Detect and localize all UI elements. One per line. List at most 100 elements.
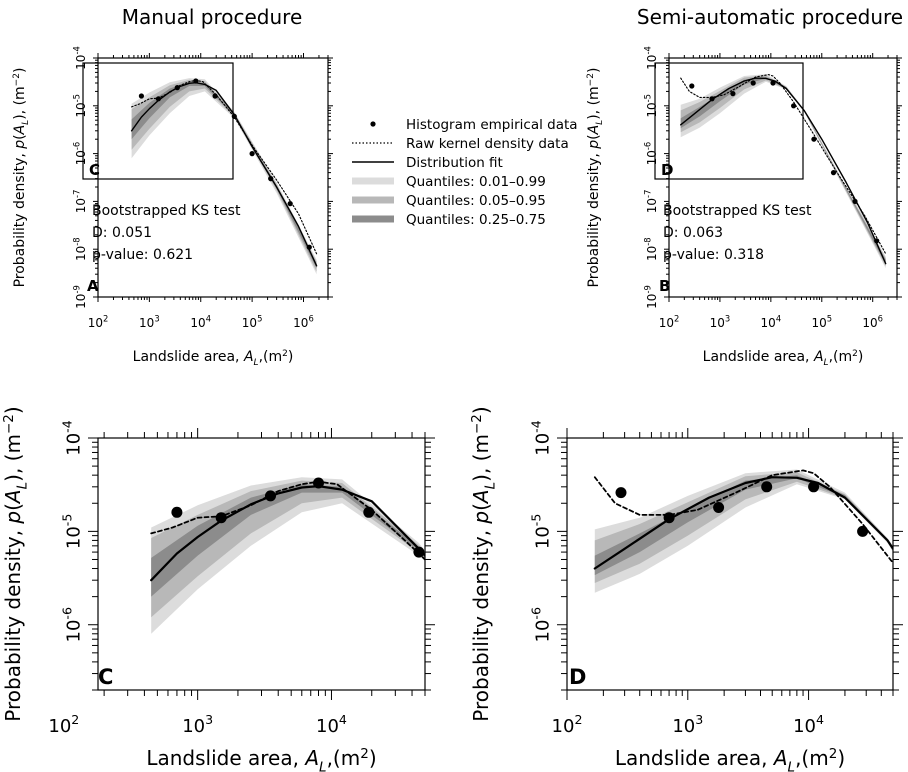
legend-item: Quantiles: 0.25–0.75 bbox=[352, 212, 546, 228]
panel-c: 102 103 104 10-6 10-5 10-4 Landslide area, AL,… bbox=[1, 406, 435, 772]
x-tick-label: 102 bbox=[48, 712, 79, 737]
legend-label: Quantiles: 0.25–0.75 bbox=[406, 212, 546, 228]
title-semi-automatic: Semi-automatic procedure bbox=[637, 5, 903, 29]
y-tick-label: 10-9 bbox=[642, 285, 658, 309]
title-manual: Manual procedure bbox=[122, 5, 303, 29]
y-tick-label: 10-5 bbox=[60, 514, 85, 549]
plot-area bbox=[680, 74, 887, 269]
empirical-point bbox=[313, 477, 324, 489]
zoom-box-label: D bbox=[661, 161, 673, 179]
x-tick-label: 105 bbox=[242, 314, 263, 330]
plot-frame bbox=[566, 437, 894, 691]
empirical-point bbox=[770, 80, 776, 86]
empirical-point bbox=[808, 481, 820, 493]
empirical-point bbox=[857, 525, 869, 537]
empirical-point bbox=[174, 85, 180, 91]
y-tick-label: 10-4 bbox=[642, 46, 658, 70]
empirical-point bbox=[811, 136, 817, 142]
ks-test-title: Bootstrapped KS test bbox=[92, 203, 241, 219]
x-tick-label: 102 bbox=[552, 712, 583, 737]
quantile-band-0-05-0-95 bbox=[131, 79, 317, 272]
y-tick-label: 10-7 bbox=[642, 190, 658, 214]
x-axis-label: Landslide area, AL,(m2) bbox=[146, 746, 376, 772]
y-tick-label: 10-6 bbox=[71, 142, 87, 166]
legend-label: Distribution fit bbox=[406, 155, 503, 171]
panels: 102 103 104 105 106 10-9 10-8 10-7 10-6 10-5 10-4 L… bbox=[1, 46, 903, 772]
quantile-band-0-25-0-75 bbox=[151, 484, 425, 597]
y-tick-label: 10-9 bbox=[71, 285, 87, 309]
empirical-point bbox=[249, 151, 255, 157]
empirical-point bbox=[852, 198, 858, 204]
x-tick-label: 104 bbox=[761, 314, 782, 330]
plot-frame bbox=[668, 57, 898, 298]
distribution-fit-line bbox=[593, 476, 893, 570]
panel-label: D bbox=[569, 665, 586, 689]
y-axis-label: Probability density, p(AL), (m−2) bbox=[469, 406, 499, 721]
legend-point-symbol bbox=[370, 121, 376, 127]
x-tick-label: 106 bbox=[293, 314, 314, 330]
legend-item: Distribution fit bbox=[352, 155, 503, 171]
x-tick-label: 104 bbox=[316, 712, 347, 737]
empirical-point bbox=[663, 512, 675, 524]
legend-item: Quantiles: 0.01–0.99 bbox=[352, 174, 546, 190]
panel-label: A bbox=[87, 277, 99, 295]
panel-d: 102 103 104 10-6 10-5 10-4 Landslide area, AL,… bbox=[469, 406, 903, 772]
y-tick-label: 10-8 bbox=[642, 237, 658, 261]
x-tick-label: 103 bbox=[672, 712, 703, 737]
zoom-box-label: C bbox=[89, 161, 100, 179]
ks-test-d: D: 0.051 bbox=[92, 225, 152, 241]
ks-test-pvalue: p-value: 0.318 bbox=[663, 247, 764, 263]
y-tick-label: 10-4 bbox=[529, 420, 554, 455]
x-axis-label: Landslide area, AL,(m2) bbox=[615, 746, 845, 772]
y-axis-label: Probability density, p(AL), (m−2) bbox=[1, 406, 31, 721]
x-tick-label: 104 bbox=[190, 314, 211, 330]
empirical-point bbox=[874, 238, 880, 244]
panel-b: 102 103 104 105 106 10-9 10-8 10-7 10-6 10-5 10-4 L… bbox=[586, 46, 902, 368]
x-tick-label: 103 bbox=[182, 712, 213, 737]
empirical-point bbox=[750, 80, 756, 86]
x-tick-label: 105 bbox=[811, 314, 832, 330]
empirical-point bbox=[363, 506, 375, 518]
x-axis-label: Landslide area, AL,(m2) bbox=[133, 349, 294, 368]
empirical-point bbox=[215, 512, 227, 524]
kernel-density-line bbox=[150, 480, 425, 561]
x-tick-label: 104 bbox=[793, 712, 824, 737]
y-tick-label: 10-6 bbox=[642, 142, 658, 166]
legend-label: Quantiles: 0.01–0.99 bbox=[406, 174, 546, 190]
legend-label: Histogram empirical data bbox=[406, 117, 578, 133]
y-axis-label: Probability density, p(AL), (m−2) bbox=[586, 68, 605, 288]
x-tick-label: 103 bbox=[710, 314, 731, 330]
empirical-point bbox=[265, 490, 276, 502]
empirical-point bbox=[689, 83, 695, 89]
plot-area bbox=[150, 477, 425, 634]
distribution-fit-line bbox=[680, 77, 887, 265]
legend-label: Raw kernel density data bbox=[406, 136, 569, 152]
legend-label: Quantiles: 0.05–0.95 bbox=[406, 193, 546, 209]
legend-item: Quantiles: 0.05–0.95 bbox=[352, 193, 546, 209]
plot-frame bbox=[97, 57, 329, 298]
zoom-box bbox=[82, 62, 234, 180]
legend-item: Histogram empirical data bbox=[370, 117, 578, 133]
panel-label: B bbox=[659, 277, 670, 295]
legend: Histogram empirical data Raw kernel densi… bbox=[352, 117, 578, 228]
x-tick-label: 106 bbox=[862, 314, 883, 330]
y-tick-label: 10-8 bbox=[71, 237, 87, 261]
x-tick-label: 102 bbox=[88, 314, 109, 330]
legend-item: Raw kernel density data bbox=[352, 136, 569, 152]
empirical-point bbox=[212, 93, 218, 99]
ks-test-d: D: 0.063 bbox=[663, 225, 723, 241]
empirical-point bbox=[193, 78, 199, 84]
empirical-point bbox=[791, 103, 797, 109]
x-tick-label: 103 bbox=[139, 314, 160, 330]
panel-label: C bbox=[98, 665, 113, 689]
y-tick-label: 10-5 bbox=[71, 94, 87, 118]
y-tick-label: 10-7 bbox=[71, 190, 87, 214]
zoom-box bbox=[654, 62, 804, 180]
ks-test-pvalue: p-value: 0.621 bbox=[92, 247, 193, 263]
y-tick-label: 10-5 bbox=[642, 94, 658, 118]
plot-frame bbox=[97, 437, 426, 691]
empirical-point bbox=[268, 176, 274, 182]
empirical-point bbox=[306, 244, 312, 250]
y-tick-label: 10-4 bbox=[60, 420, 85, 455]
